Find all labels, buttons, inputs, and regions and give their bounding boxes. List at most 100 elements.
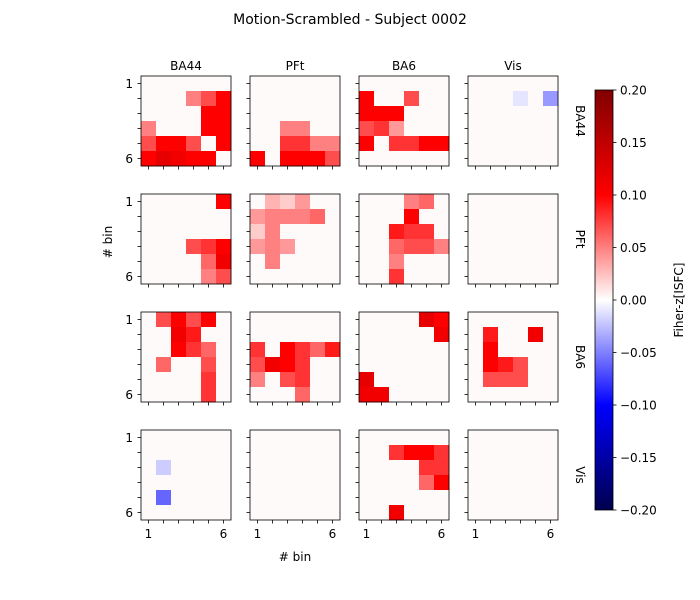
heatmap-cell — [374, 76, 390, 92]
heatmap-cell — [216, 254, 232, 270]
heatmap-cell — [404, 76, 420, 92]
heatmap-cell — [543, 136, 559, 152]
heatmap-cell — [265, 327, 281, 343]
heatmap-cell — [543, 445, 559, 461]
panel-frame — [140, 193, 232, 285]
heatmap-cell — [280, 505, 296, 521]
heatmap-cell — [156, 445, 172, 461]
x-tick-label: 1 — [145, 527, 153, 541]
heatmap-cell — [543, 430, 559, 446]
heatmap-cell — [310, 121, 326, 137]
heatmap-cell — [513, 136, 529, 152]
heatmap-cell — [419, 106, 435, 122]
heatmap-cell — [186, 312, 202, 328]
heatmap-cell — [543, 327, 559, 343]
heatmap-cell — [359, 327, 375, 343]
heatmap-cell — [359, 372, 375, 388]
heatmap-cell — [513, 342, 529, 358]
heatmap-cell — [280, 136, 296, 152]
heatmap-cell — [280, 194, 296, 210]
heatmap-cell — [141, 505, 157, 521]
heatmap-cell — [141, 91, 157, 107]
heatmap-cell — [498, 91, 514, 107]
heatmap-cell — [171, 136, 187, 152]
heatmap-cell — [404, 312, 420, 328]
heatmap-cell — [419, 430, 435, 446]
heatmap-cell — [186, 372, 202, 388]
heatmap-cell — [543, 372, 559, 388]
heatmap-cell — [374, 209, 390, 225]
heatmap-cell — [280, 151, 296, 167]
heatmap-cell — [265, 269, 281, 285]
heatmap-cell — [374, 151, 390, 167]
heatmap-cell — [374, 106, 390, 122]
heatmap-cell — [156, 269, 172, 285]
heatmap-cell — [171, 327, 187, 343]
heatmap-cell — [216, 136, 232, 152]
heatmap-cell — [434, 460, 450, 476]
heatmap-cell — [295, 312, 311, 328]
heatmap-cell — [186, 224, 202, 240]
heatmap-cell — [434, 327, 450, 343]
heatmap-cell — [216, 312, 232, 328]
heatmap-cell — [216, 76, 232, 92]
heatmap-cell — [325, 312, 341, 328]
heatmap-cell — [295, 239, 311, 255]
chart-title: Motion-Scrambled - Subject 0002 — [233, 12, 467, 28]
heatmap-cell — [201, 136, 217, 152]
heatmap-cell — [404, 342, 420, 358]
heatmap-cell — [171, 194, 187, 210]
heatmap-cell — [483, 445, 499, 461]
y-axis-label: # bin — [101, 226, 115, 258]
heatmap-cell — [156, 254, 172, 270]
colorbar-tick-label: 0.05 — [620, 241, 647, 255]
heatmap-cell — [483, 430, 499, 446]
heatmap-cell — [483, 269, 499, 285]
heatmap-cell — [216, 342, 232, 358]
heatmap-cell — [359, 490, 375, 506]
heatmap-cell — [186, 121, 202, 137]
heatmap-cell — [156, 76, 172, 92]
heatmap-cell — [374, 91, 390, 107]
heatmap-cell — [513, 76, 529, 92]
heatmap-cell — [434, 372, 450, 388]
heatmap-cell — [201, 445, 217, 461]
heatmap-cell — [310, 151, 326, 167]
heatmap-cell — [483, 121, 499, 137]
heatmap-cell — [374, 327, 390, 343]
heatmap-cell — [201, 269, 217, 285]
heatmap-cell — [171, 224, 187, 240]
heatmap-cell — [295, 475, 311, 491]
heatmap-cell — [171, 430, 187, 446]
heatmap-cell — [325, 460, 341, 476]
heatmap-cell — [498, 445, 514, 461]
heatmap-cell — [141, 327, 157, 343]
heatmap-cell — [419, 254, 435, 270]
heatmap-cell — [374, 121, 390, 137]
heatmap-cell — [156, 209, 172, 225]
heatmap-cell — [201, 151, 217, 167]
heatmap-cell — [325, 475, 341, 491]
heatmap-cell — [280, 460, 296, 476]
heatmap-cell — [250, 269, 266, 285]
heatmap-cell — [216, 224, 232, 240]
colorbar-tick-label: −0.10 — [620, 399, 657, 413]
heatmap-cell — [468, 430, 484, 446]
heatmap-cell — [404, 224, 420, 240]
heatmap-cell — [141, 224, 157, 240]
column-title: BA6 — [392, 59, 416, 73]
heatmap-cell — [295, 490, 311, 506]
heatmap-cell — [325, 327, 341, 343]
heatmap-cell — [434, 342, 450, 358]
heatmap-cell — [389, 490, 405, 506]
heatmap-cell — [310, 91, 326, 107]
heatmap-cell — [141, 342, 157, 358]
heatmap-cell — [295, 430, 311, 446]
heatmap-cell — [434, 91, 450, 107]
heatmap-cell — [250, 136, 266, 152]
heatmap-cell — [483, 239, 499, 255]
colorbar-tick-label: −0.20 — [620, 504, 657, 518]
heatmap-cell — [310, 239, 326, 255]
heatmap-cell — [250, 254, 266, 270]
heatmap-cell — [265, 121, 281, 137]
